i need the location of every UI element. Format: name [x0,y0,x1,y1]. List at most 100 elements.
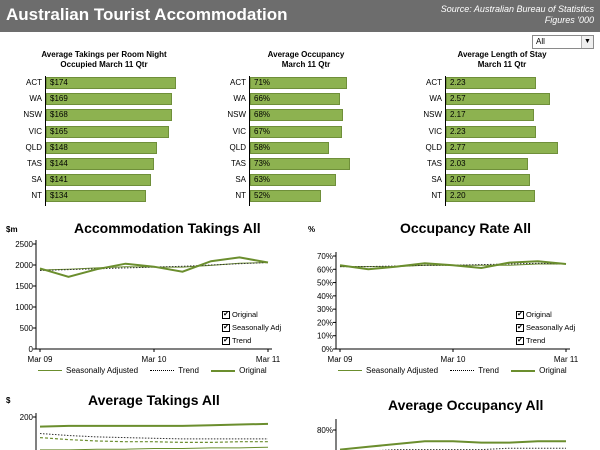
checkbox-mark-icon[interactable]: ✔ [222,324,230,333]
bar-value: 2.77 [446,141,558,154]
bar-row-nsw: NSW 2.17 [423,108,558,122]
legend-swatch-trend [450,370,475,372]
chart1-original-checkbox[interactable]: ✔ Original [222,310,258,321]
chart1-y-tick-label: 500 [20,324,34,333]
state-label: ACT [230,78,246,87]
state-label: TAS [427,159,442,168]
filter-selected-value: All [536,37,545,46]
legend-label-trend: Trend [178,366,199,375]
bar-row-tas: TAS 2.03 [427,157,558,171]
panel-title-line2: March 11 Qtr [477,60,527,69]
state-label: ACT [426,78,442,87]
checkbox-label: Trend [526,336,546,345]
state-label: QLD [425,142,442,152]
bar-panel-2-title: Average Occupancy March 11 Qtr [216,50,396,70]
chart1-title: Accommodation Takings All [74,220,261,236]
bar-value: 2.03 [446,158,528,170]
panel-title-line1: Average Length of Stay [457,50,547,59]
bar-value: 63% [250,174,336,187]
bar-value: $165 [46,125,169,138]
bar-row-act: ACT $174 [26,76,176,90]
chart1-y-tick-label: 2000 [15,261,33,270]
dropdown-arrow-icon[interactable]: ▼ [581,36,593,48]
source-text: Source: Australian Bureau of Statistics [440,4,594,14]
state-label: NSW [423,110,442,120]
chart2-unit: % [308,225,316,234]
state-label: NT [431,191,442,201]
bar-value: 2.57 [446,93,550,106]
state-label: WA [429,94,442,104]
state-label: VIC [232,126,246,136]
state-label: WA [29,94,42,104]
chart2-original-checkbox[interactable]: ✔ Original [516,310,552,321]
chart2-y-tick-label: 60% [317,265,333,274]
figures-text: Figures '000 [544,15,594,25]
bar-value: 2.17 [446,109,534,122]
chart3-series-original [39,422,269,428]
legend-label-sa: Seasonally Adjusted [66,366,139,375]
chart3-series-trend [39,433,268,440]
chart4-y-tick-label: 80% [317,426,333,435]
state-label: ACT [26,78,42,87]
bar-row-vic: VIC $165 [29,125,176,139]
bar-panel-1-title: Average Takings per Room Night Occupied M… [14,50,194,70]
legend-swatch-sa [38,370,62,372]
checkbox-mark-icon[interactable]: ✔ [222,311,230,320]
panel-title-line2: Occupied March 11 Qtr [60,60,148,69]
chart2-trend-checkbox[interactable]: ✔ Trend [516,336,545,347]
chart2-y-tick-label: 70% [317,252,333,261]
checkbox-label: Seasonally Adj [526,323,576,332]
legend-label-original: Original [239,366,267,375]
bar-row-sa: SA 63% [235,173,350,187]
bar-value: $168 [46,109,172,122]
chart1-trend-checkbox[interactable]: ✔ Trend [222,336,251,347]
bar-row-qld: QLD 2.77 [426,141,558,155]
chart2-seasonal-checkbox[interactable]: ✔ Seasonally Adj [516,323,575,334]
chart2-series-original [339,260,567,271]
chart1-x-tick-label: Mar 10 [142,355,167,364]
page-title: Australian Tourist Accommodation [6,5,288,24]
checkbox-mark-icon[interactable]: ✔ [516,311,524,320]
bar-row-vic: VIC 2.23 [429,125,558,139]
chart1-seasonal-checkbox[interactable]: ✔ Seasonally Adj [222,323,281,334]
chart2-y-tick-label: 40% [317,292,333,301]
chart2-legend: Seasonally Adjusted Trend Original [338,366,577,375]
chart2-title: Occupancy Rate All [400,220,531,236]
bar-value: $148 [46,141,157,154]
state-label: QLD [229,142,246,152]
bar-row-nsw: NSW 68% [227,108,350,122]
bar-value: 71% [250,77,347,89]
bar-value: 58% [250,141,329,154]
filter-dropdown[interactable]: All ▼ [532,35,594,49]
chart1-legend: Seasonally Adjusted Trend Original [38,366,277,375]
bar-value: $144 [46,158,154,170]
checkbox-mark-icon[interactable]: ✔ [516,337,524,346]
bar-row-tas: TAS $144 [27,157,176,171]
legend-swatch-trend [150,370,175,372]
bar-row-sa: SA $141 [31,173,176,187]
state-label: VIC [428,126,442,136]
state-label: SA [235,175,246,185]
checkbox-mark-icon[interactable]: ✔ [222,337,230,346]
chart3-title: Average Takings All [88,392,220,408]
panel-title-line1: Average Occupancy [267,50,345,59]
checkbox-label: Original [526,310,552,319]
legend-label-original: Original [539,366,567,375]
chart4-series-original [339,440,566,450]
chart3-unit: $ [6,396,11,405]
legend-swatch-sa [338,370,362,372]
chart1-x-tick-label: Mar 11 [256,355,281,364]
chart2-y-tick-label: 50% [317,279,333,288]
bar-row-wa: WA $169 [29,92,176,106]
checkbox-label: Trend [232,336,252,345]
checkbox-mark-icon[interactable]: ✔ [516,324,524,333]
bar-row-wa: WA 2.57 [429,92,558,106]
chart2-x-tick-label: Mar 11 [554,355,579,364]
chart2-y-tick-label: 10% [317,332,333,341]
state-label: SA [31,175,42,185]
state-label: NSW [227,110,246,120]
state-label: QLD [25,142,42,152]
bar-row-tas: TAS 73% [231,157,350,171]
chart3-series-extra [39,437,268,443]
legend-swatch-original [511,369,536,372]
